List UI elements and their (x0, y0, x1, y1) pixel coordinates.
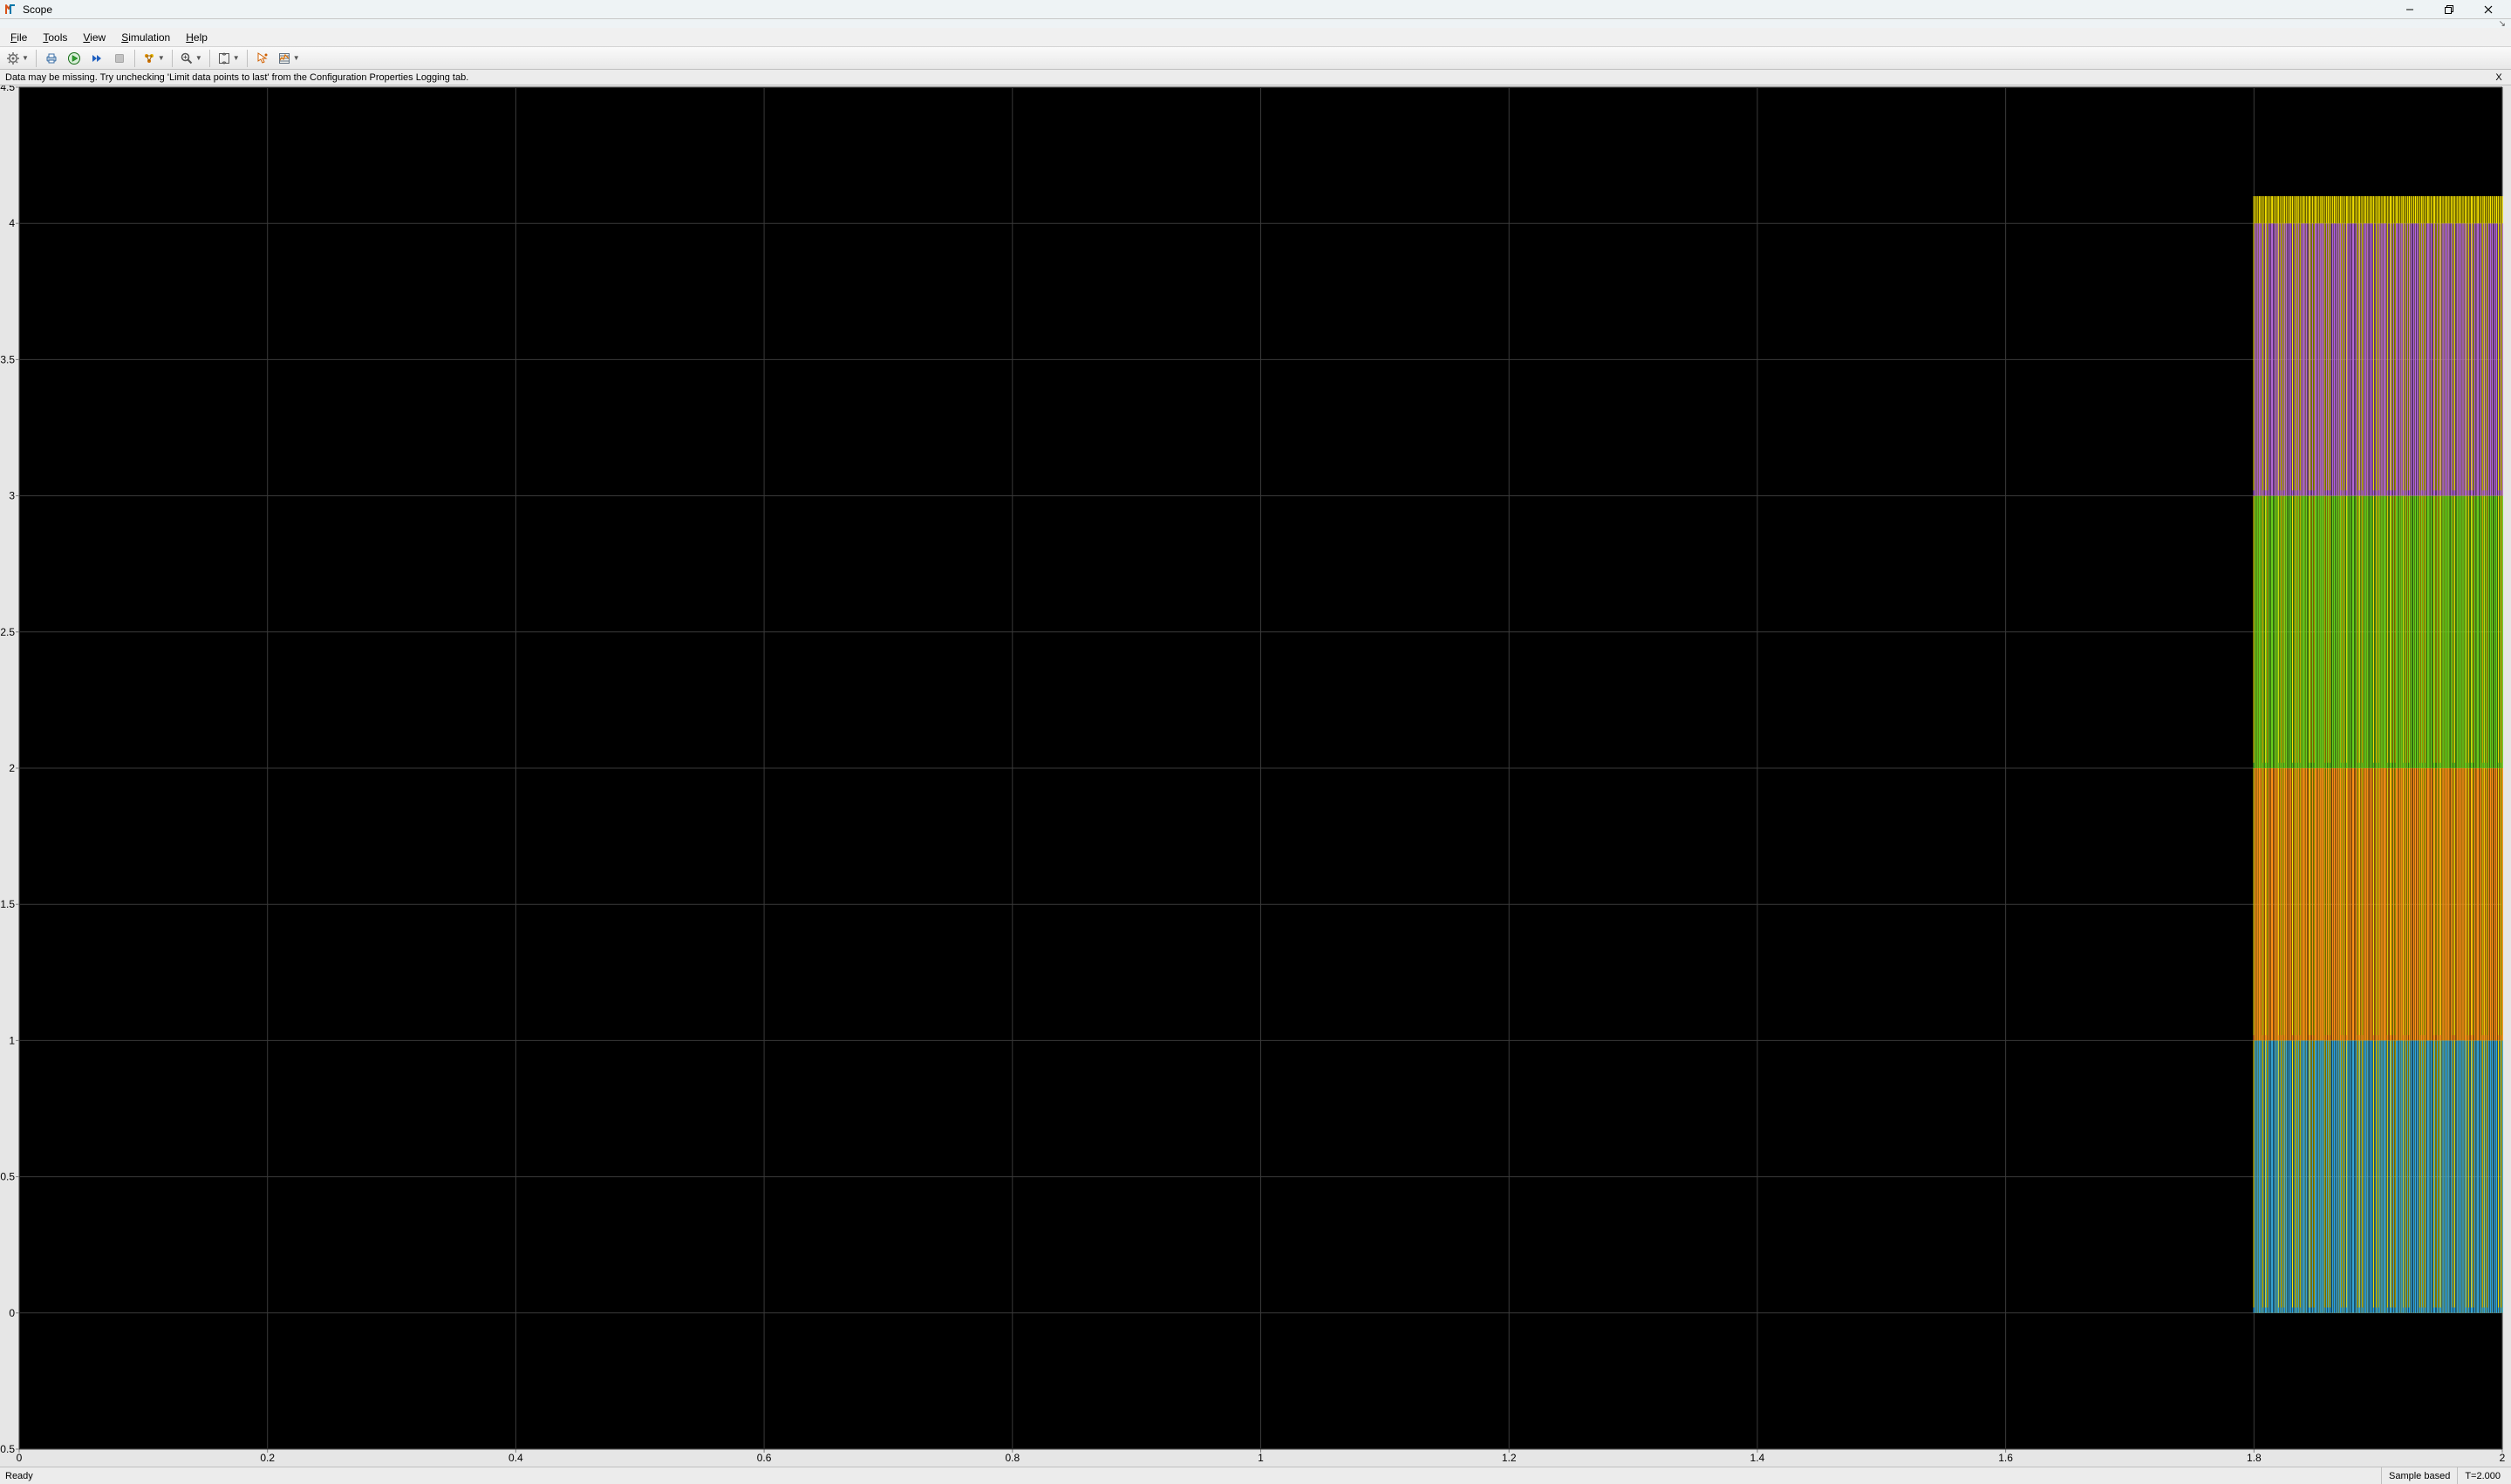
stop-button (109, 49, 130, 68)
y-tick-label: 3.5 (0, 353, 15, 365)
toolbar-separator (209, 50, 210, 67)
x-tick-label: 1.2 (1502, 1452, 1517, 1464)
menu-view[interactable]: View (76, 30, 113, 45)
toolbar-separator (134, 50, 135, 67)
status-text: Ready (3, 1471, 2381, 1481)
y-tick-label: 2 (9, 762, 15, 774)
info-bar-close-button[interactable]: X (2492, 71, 2506, 84)
toolbar-separator (247, 50, 248, 67)
info-bar-text: Data may be missing. Try unchecking 'Lim… (5, 72, 2492, 83)
y-tick-label: 1 (9, 1034, 15, 1046)
y-tick-label: 4.5 (0, 85, 15, 93)
x-tick-label: 1.8 (2247, 1452, 2262, 1464)
trace-ch4 (2254, 223, 2502, 495)
x-tick-label: 1.4 (1750, 1452, 1765, 1464)
status-bar: Ready Sample based T=2.000 (0, 1467, 2511, 1484)
info-bar: Data may be missing. Try unchecking 'Lim… (0, 70, 2511, 85)
toolbar: ▼ ▼ ▼ ▼ ▼ (0, 47, 2511, 70)
step-forward-button[interactable] (86, 49, 107, 68)
trace-ch1 (2254, 1040, 2502, 1312)
x-tick-label: 0.2 (260, 1452, 275, 1464)
x-tick-label: 0.8 (1005, 1452, 1020, 1464)
print-button[interactable] (41, 49, 62, 68)
menubar: FileToolsViewSimulationHelp (0, 28, 2511, 47)
configuration-properties-button[interactable]: ▼ (3, 49, 31, 68)
dock-caret-icon[interactable]: ↘ (2499, 19, 2506, 28)
toolbar-separator (36, 50, 37, 67)
y-tick-label: 0.5 (0, 1171, 15, 1183)
toolbar-separator (172, 50, 173, 67)
x-tick-label: 1 (1258, 1452, 1264, 1464)
status-mode: Sample based (2381, 1467, 2457, 1484)
measurements-button[interactable]: ▼ (275, 49, 303, 68)
minimize-button[interactable] (2390, 0, 2429, 19)
cursor-measure-button[interactable] (252, 49, 273, 68)
maximize-button[interactable] (2429, 0, 2468, 19)
scale-axes-button[interactable]: ▼ (215, 49, 242, 68)
x-tick-label: 1.6 (1998, 1452, 2013, 1464)
x-tick-label: 0.6 (757, 1452, 772, 1464)
y-tick-label: 3 (9, 490, 15, 502)
trace-ch3 (2254, 496, 2502, 768)
status-time: T=2.000 (2457, 1467, 2508, 1484)
y-tick-label: 0 (9, 1307, 15, 1319)
scope-plot-area[interactable]: -0.500.511.522.533.544.500.20.40.60.811.… (0, 85, 2511, 1467)
menu-help[interactable]: Help (179, 30, 215, 45)
x-tick-label: 2 (2500, 1452, 2506, 1464)
titlebar: Scope (0, 0, 2511, 19)
run-button[interactable] (64, 49, 85, 68)
app-icon (3, 3, 17, 17)
y-tick-label: -0.5 (0, 1443, 15, 1455)
menu-simulation[interactable]: Simulation (114, 30, 177, 45)
close-button[interactable] (2468, 0, 2508, 19)
y-tick-label: 4 (9, 217, 15, 229)
y-tick-label: 1.5 (0, 898, 15, 910)
menu-file[interactable]: File (3, 30, 34, 45)
window-title: Scope (23, 3, 52, 16)
signal-traces (2254, 196, 2502, 1313)
titlebar-caret-row: ↘ (0, 19, 2511, 28)
x-tick-label: 0.4 (508, 1452, 523, 1464)
zoom-button[interactable]: ▼ (177, 49, 205, 68)
y-tick-label: 2.5 (0, 626, 15, 638)
x-tick-label: 0 (17, 1452, 23, 1464)
trace-ch2 (2254, 768, 2502, 1040)
menu-tools[interactable]: Tools (36, 30, 74, 45)
highlight-signal-button[interactable]: ▼ (140, 49, 167, 68)
